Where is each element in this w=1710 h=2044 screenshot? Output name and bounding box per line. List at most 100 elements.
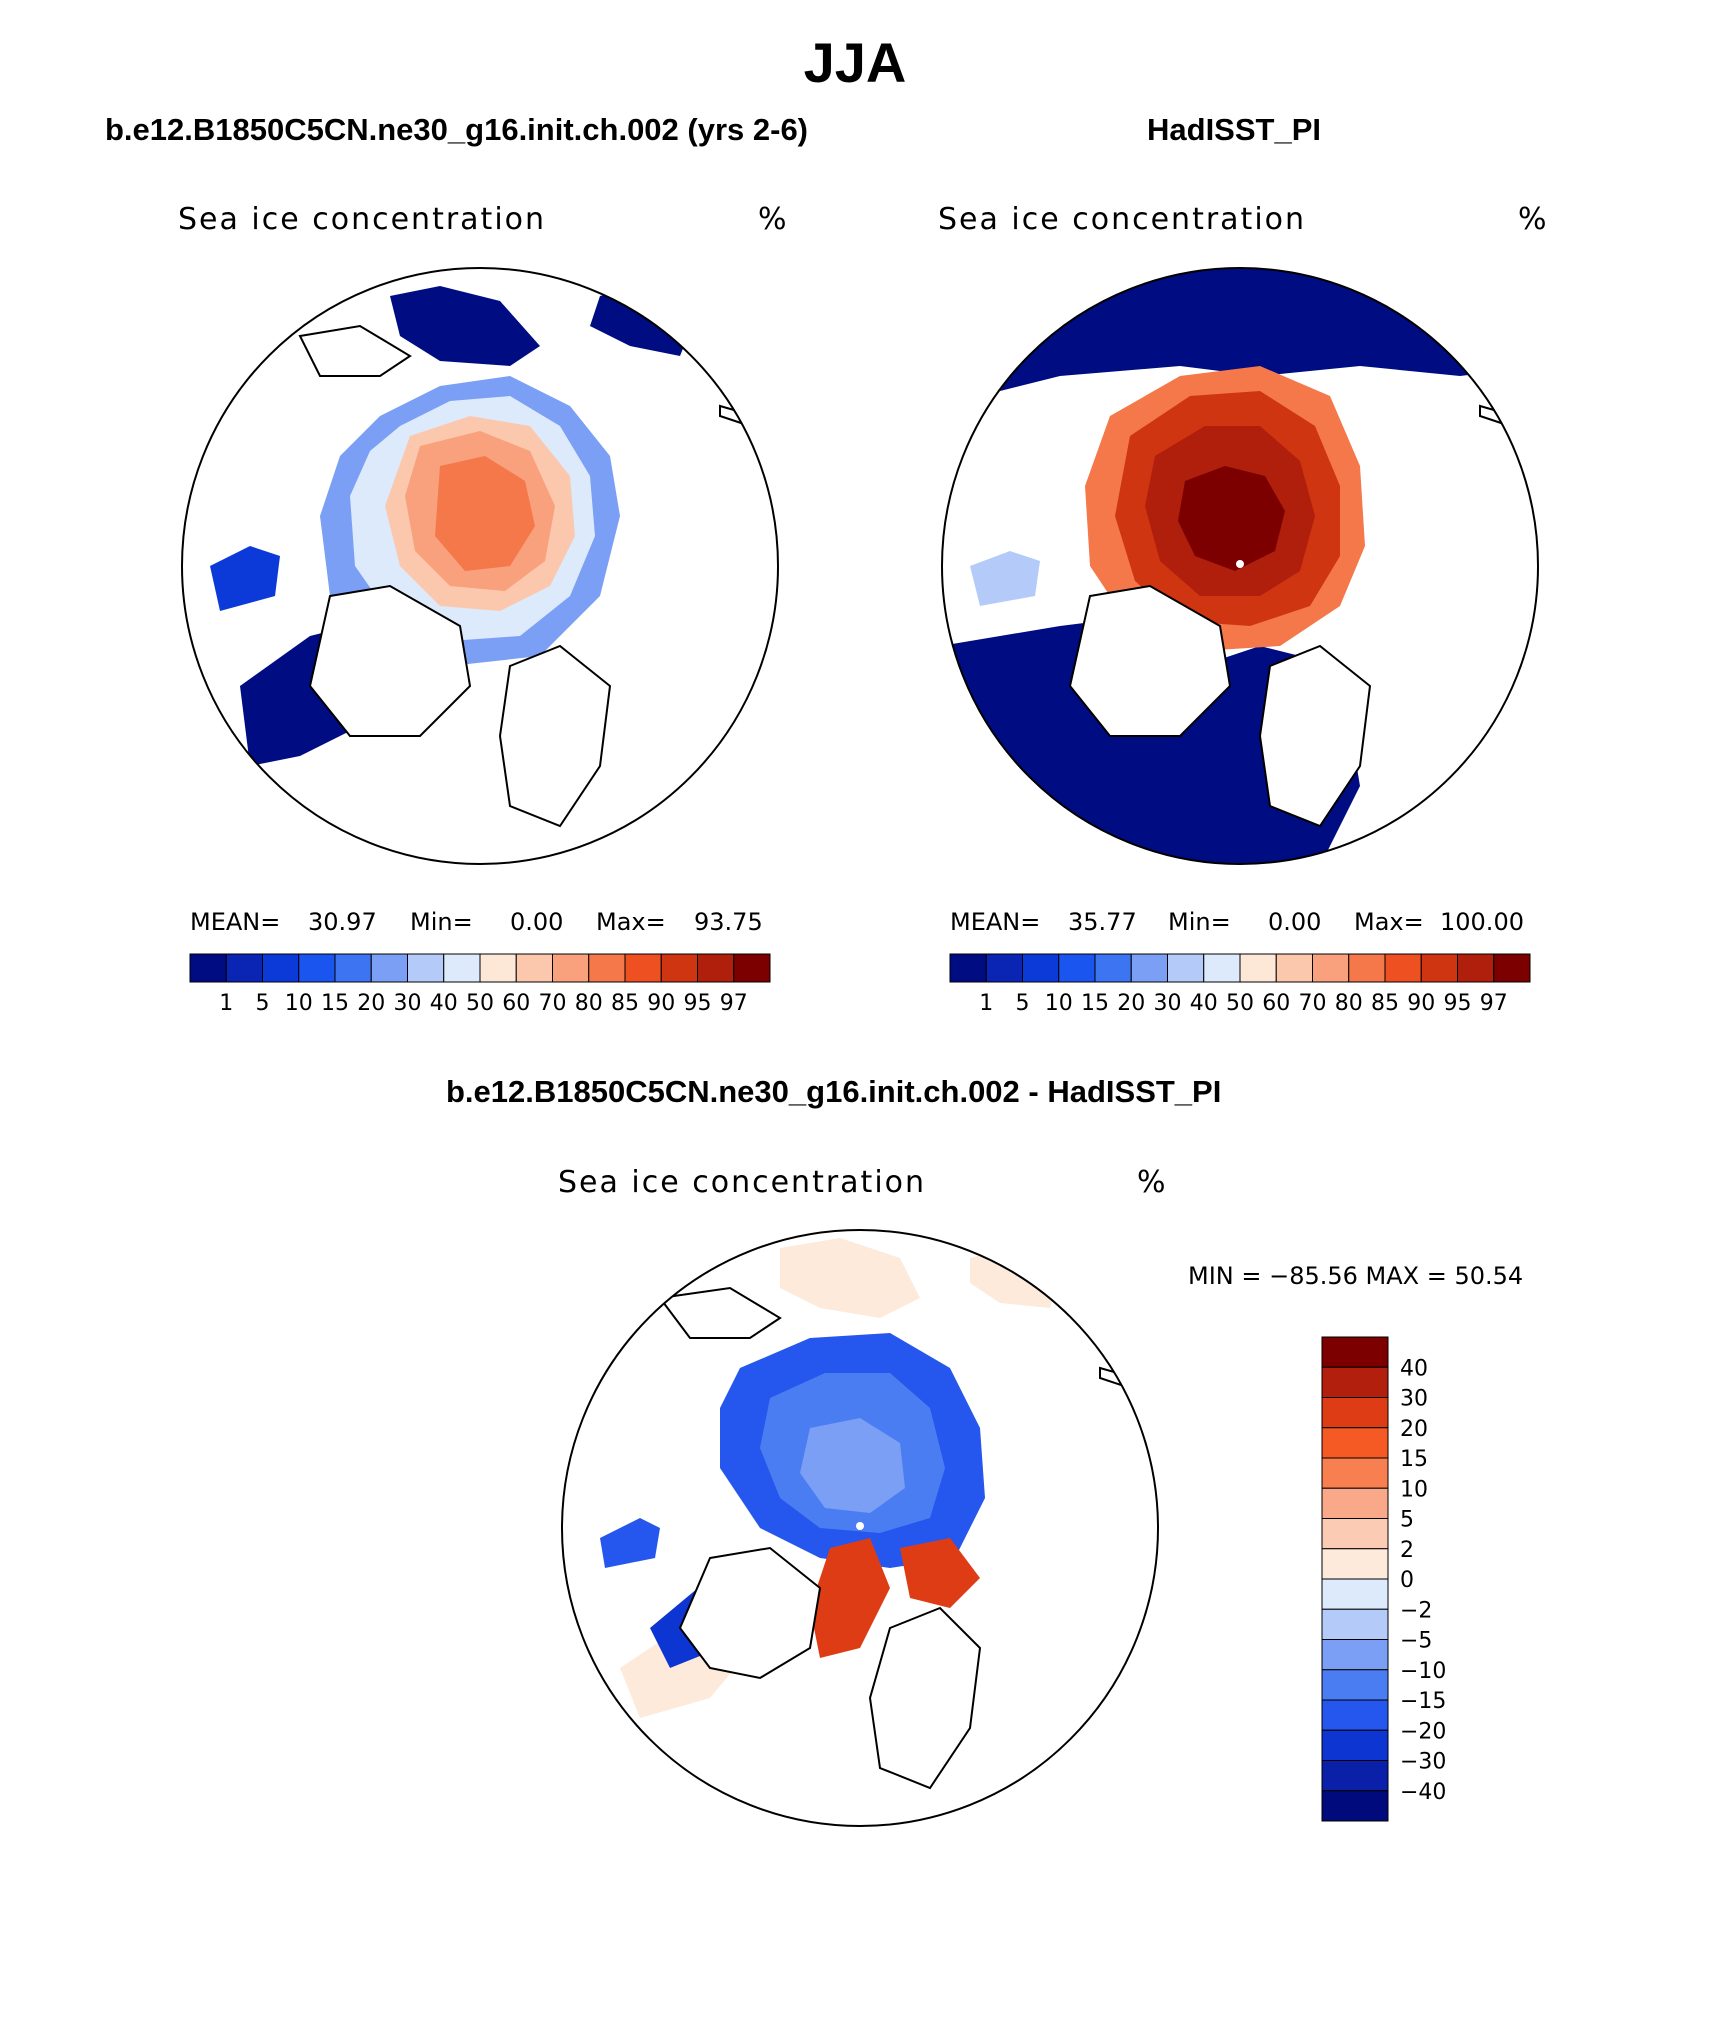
colorbar-right-tick-label: 95 [1444, 991, 1472, 1016]
colorbar-difference-tick-label: −30 [1400, 1750, 1446, 1775]
panel-left-max-label: Max= [596, 908, 666, 936]
colorbar-difference-box [1321, 1518, 1389, 1550]
colorbar-left-tick-label: 97 [720, 991, 748, 1016]
colorbar-left-tick-label: 70 [539, 991, 567, 1016]
colorbar-difference-box [1321, 1669, 1389, 1701]
colorbar-difference-tick-label: −15 [1400, 1689, 1446, 1714]
colorbar-right-tick-label: 1 [979, 991, 993, 1016]
colorbar-difference-tick-label: −2 [1400, 1598, 1432, 1623]
colorbar-right-tick-label: 80 [1335, 991, 1363, 1016]
colorbar-left-tick-label: 10 [285, 991, 313, 1016]
colorbar-right-box [1167, 953, 1205, 983]
colorbar-difference-tick-label: −5 [1400, 1629, 1432, 1654]
colorbar-right-tick-label: 20 [1117, 991, 1145, 1016]
colorbar-difference-tick-label: −40 [1400, 1780, 1446, 1805]
colorbar-right-box [1275, 953, 1313, 983]
colorbar-left-box [588, 953, 626, 983]
colorbar-left: 1 5 10 15 20 30 40 50 60 70 80 85 90 95 97 [189, 953, 771, 1016]
colorbar-left-tick-label: 80 [575, 991, 603, 1016]
colorbar-left-box [225, 953, 263, 983]
panel-right-min-label: Min= [1168, 908, 1231, 936]
colorbar-difference-tick-label: 30 [1400, 1387, 1428, 1412]
panel-left-title: b.e12.B1850C5CN.ne30_g16.init.ch.002 (yr… [105, 112, 809, 147]
colorbar-right-tick-label: 30 [1154, 991, 1182, 1016]
colorbar-right-tick-label: 60 [1262, 991, 1290, 1016]
colorbar-difference-box [1321, 1336, 1389, 1368]
colorbar-right-tick-label: 10 [1045, 991, 1073, 1016]
diff-field-label: Sea ice concentration [558, 1165, 927, 1200]
colorbar-left-box [189, 953, 227, 983]
colorbar-left-tick-label: 50 [466, 991, 494, 1016]
colorbar-left-box [552, 953, 590, 983]
colorbar-right-box [1493, 953, 1531, 983]
colorbar-left-box [624, 953, 662, 983]
diff-title: b.e12.B1850C5CN.ne30_g16.init.ch.002 - H… [446, 1074, 1222, 1109]
colorbar-right-box [1239, 953, 1277, 983]
colorbar-left-box [407, 953, 445, 983]
colorbar-difference-box [1321, 1639, 1389, 1671]
colorbar-left-box [515, 953, 553, 983]
colorbar-left-box [443, 953, 481, 983]
colorbar-difference-tick-label: −20 [1400, 1719, 1446, 1744]
colorbar-difference-tick-label: 0 [1400, 1568, 1414, 1593]
panel-right-min: 0.00 [1268, 908, 1322, 936]
panel-right-field-label: Sea ice concentration [938, 202, 1307, 237]
colorbar-right-box [1420, 953, 1458, 983]
colorbar-right: 1 5 10 15 20 30 40 50 60 70 80 85 90 95 97 [949, 953, 1531, 1016]
panel-left-mean: 30.97 [308, 908, 377, 936]
colorbar-right-tick-label: 90 [1407, 991, 1435, 1016]
map-left-model [181, 267, 779, 865]
colorbar-left-tick-label: 90 [647, 991, 675, 1016]
colorbar-difference-box [1321, 1699, 1389, 1731]
colorbar-difference-box [1321, 1487, 1389, 1519]
colorbar-left-tick-label: 5 [256, 991, 270, 1016]
colorbar-right-box [1203, 953, 1241, 983]
colorbar-right-box [1348, 953, 1386, 983]
diff-units: % [1137, 1165, 1168, 1200]
panel-left-mean-label: MEAN= [190, 908, 281, 936]
colorbar-difference-tick-label: 10 [1400, 1477, 1428, 1502]
colorbar-left-tick-label: 30 [394, 991, 422, 1016]
colorbar-right-box [1022, 953, 1060, 983]
colorbar-right-tick-label: 40 [1190, 991, 1218, 1016]
colorbar-left-box [334, 953, 372, 983]
map-difference [561, 1229, 1159, 1827]
panel-left-max: 93.75 [694, 908, 763, 936]
colorbar-left-tick-label: 1 [219, 991, 233, 1016]
colorbar-left-box [370, 953, 408, 983]
colorbar-right-box [1312, 953, 1350, 983]
colorbar-left-box [733, 953, 771, 983]
panel-left-min-label: Min= [410, 908, 473, 936]
colorbar-difference-box [1321, 1366, 1389, 1398]
colorbar-left-box [697, 953, 735, 983]
colorbar-left-tick-label: 85 [611, 991, 639, 1016]
colorbar-difference-box [1321, 1608, 1389, 1640]
map-right-observed [941, 267, 1539, 865]
colorbar-left-tick-label: 60 [502, 991, 530, 1016]
colorbar-difference-box [1321, 1548, 1389, 1580]
colorbar-left-tick-label: 20 [357, 991, 385, 1016]
colorbar-right-tick-label: 85 [1371, 991, 1399, 1016]
panel-right-max: 100.00 [1440, 908, 1524, 936]
colorbar-difference-box [1321, 1457, 1389, 1489]
colorbar-difference-box [1321, 1427, 1389, 1459]
colorbar-right-tick-label: 70 [1299, 991, 1327, 1016]
colorbar-right-box [1058, 953, 1096, 983]
colorbar-right-box [1094, 953, 1132, 983]
panel-right-max-label: Max= [1354, 908, 1424, 936]
colorbar-difference-tick-label: 2 [1400, 1538, 1414, 1563]
colorbar-difference-box [1321, 1578, 1389, 1610]
colorbar-left-box [479, 953, 517, 983]
colorbar-left-box [262, 953, 300, 983]
colorbar-right-tick-label: 50 [1226, 991, 1254, 1016]
panel-right-mean: 35.77 [1068, 908, 1137, 936]
colorbar-difference-tick-label: 20 [1400, 1417, 1428, 1442]
panel-right-mean-label: MEAN= [950, 908, 1041, 936]
colorbar-right-box [985, 953, 1023, 983]
panel-left-min: 0.00 [510, 908, 564, 936]
colorbar-right-tick-label: 97 [1480, 991, 1508, 1016]
colorbar-difference-box [1321, 1790, 1389, 1822]
colorbar-right-tick-label: 5 [1016, 991, 1030, 1016]
colorbar-difference-box [1321, 1397, 1389, 1429]
